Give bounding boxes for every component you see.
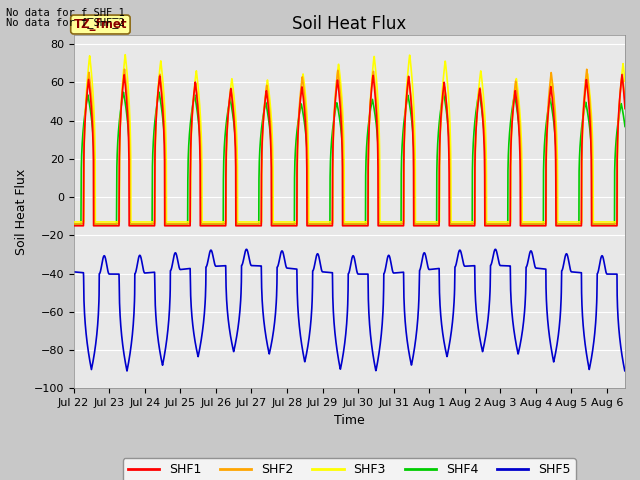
SHF3 bbox=[70, 219, 77, 225]
SHF4 bbox=[186, 121, 194, 127]
SHF1 bbox=[552, 157, 559, 163]
SHF2 bbox=[518, 221, 525, 227]
SHF2 bbox=[552, 132, 559, 137]
Line: SHF4: SHF4 bbox=[74, 92, 640, 224]
SHF2 bbox=[121, 66, 129, 72]
Title: Soil Heat Flux: Soil Heat Flux bbox=[292, 15, 406, 33]
SHF1 bbox=[632, 223, 640, 228]
Legend: SHF1, SHF2, SHF3, SHF4, SHF5: SHF1, SHF2, SHF3, SHF4, SHF5 bbox=[123, 458, 576, 480]
SHF3 bbox=[431, 219, 439, 225]
SHF5 bbox=[481, 336, 489, 342]
Text: No data for f_SHF_1: No data for f_SHF_1 bbox=[6, 7, 125, 18]
SHF1 bbox=[186, 223, 194, 228]
SHF1 bbox=[639, 223, 640, 228]
SHF2 bbox=[632, 221, 640, 227]
X-axis label: Time: Time bbox=[334, 414, 365, 427]
Text: No data for f_SHF_2: No data for f_SHF_2 bbox=[6, 17, 125, 28]
SHF3 bbox=[122, 52, 129, 58]
SHF5 bbox=[70, 269, 77, 275]
SHF3 bbox=[552, 115, 559, 121]
SHF1 bbox=[431, 223, 439, 228]
SHF5 bbox=[621, 368, 628, 374]
SHF4 bbox=[431, 221, 439, 227]
SHF2 bbox=[70, 221, 77, 227]
SHF1 bbox=[518, 223, 525, 228]
SHF3 bbox=[518, 148, 525, 154]
SHF5 bbox=[431, 266, 439, 272]
SHF3 bbox=[639, 219, 640, 225]
Line: SHF3: SHF3 bbox=[74, 55, 640, 222]
SHF5 bbox=[492, 246, 499, 252]
SHF2 bbox=[431, 221, 439, 227]
SHF2 bbox=[186, 174, 194, 180]
SHF1 bbox=[618, 72, 626, 78]
SHF4 bbox=[518, 221, 525, 227]
SHF5 bbox=[186, 265, 194, 271]
SHF4 bbox=[155, 89, 163, 95]
SHF1 bbox=[481, 223, 489, 228]
SHF3 bbox=[481, 123, 489, 129]
SHF2 bbox=[481, 173, 489, 179]
SHF3 bbox=[632, 219, 640, 225]
SHF5 bbox=[552, 349, 559, 355]
SHF4 bbox=[552, 143, 559, 148]
SHF3 bbox=[186, 219, 194, 225]
SHF5 bbox=[639, 270, 640, 276]
SHF4 bbox=[70, 221, 77, 227]
SHF2 bbox=[639, 221, 640, 227]
SHF4 bbox=[632, 221, 640, 227]
SHF5 bbox=[518, 333, 525, 339]
Line: SHF1: SHF1 bbox=[74, 75, 640, 226]
SHF1 bbox=[70, 223, 77, 228]
SHF5 bbox=[633, 254, 640, 260]
SHF4 bbox=[639, 221, 640, 227]
Y-axis label: Soil Heat Flux: Soil Heat Flux bbox=[15, 168, 28, 254]
SHF4 bbox=[481, 155, 489, 161]
Text: TZ_fmet: TZ_fmet bbox=[74, 18, 127, 31]
Line: SHF2: SHF2 bbox=[74, 69, 640, 224]
Line: SHF5: SHF5 bbox=[74, 249, 640, 371]
